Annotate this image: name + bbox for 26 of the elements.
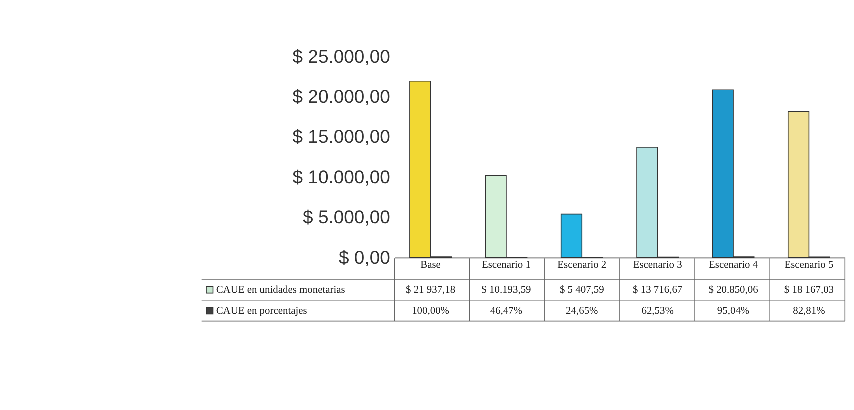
y-tick-label: $ 10.000,00: [292, 166, 390, 188]
x-tick-label: Escenario 4: [709, 260, 759, 271]
data-label: 95,04%: [717, 306, 750, 318]
x-tick-label: Escenario 1: [482, 260, 531, 271]
data-label: $ 10.193,59: [482, 285, 532, 296]
data-label: 46,47%: [490, 306, 523, 318]
y-tick-label: $ 20.000,00: [292, 86, 390, 107]
x-tick-label: Escenario 2: [558, 260, 607, 271]
data-label: $ 18 167,03: [784, 285, 834, 296]
y-tick-label: $ 0,00: [339, 246, 390, 268]
legend-label: CAUE en porcentajes: [216, 306, 308, 318]
data-label: 62,53%: [642, 306, 674, 318]
legend-label: CAUE en unidades monetarias: [216, 285, 346, 296]
y-tick-label: $ 5.000,00: [303, 206, 390, 228]
y-tick-label: $ 25.000,00: [292, 46, 390, 67]
data-label: 82,81%: [793, 306, 826, 318]
x-tick-label: Escenario 3: [633, 260, 682, 271]
data-label: $ 20.850,06: [708, 285, 758, 296]
y-tick-label: $ 15.000,00: [292, 126, 390, 148]
data-label: $ 13 716,67: [633, 285, 683, 296]
x-tick-label: Escenario 5: [784, 260, 834, 271]
data-label: 100,00%: [412, 306, 450, 318]
data-label: $ 21 937,18: [406, 285, 456, 296]
data-label: $ 5 407,59: [560, 285, 604, 296]
data-label: 24,65%: [566, 306, 599, 318]
x-tick-label: Base: [420, 260, 442, 271]
